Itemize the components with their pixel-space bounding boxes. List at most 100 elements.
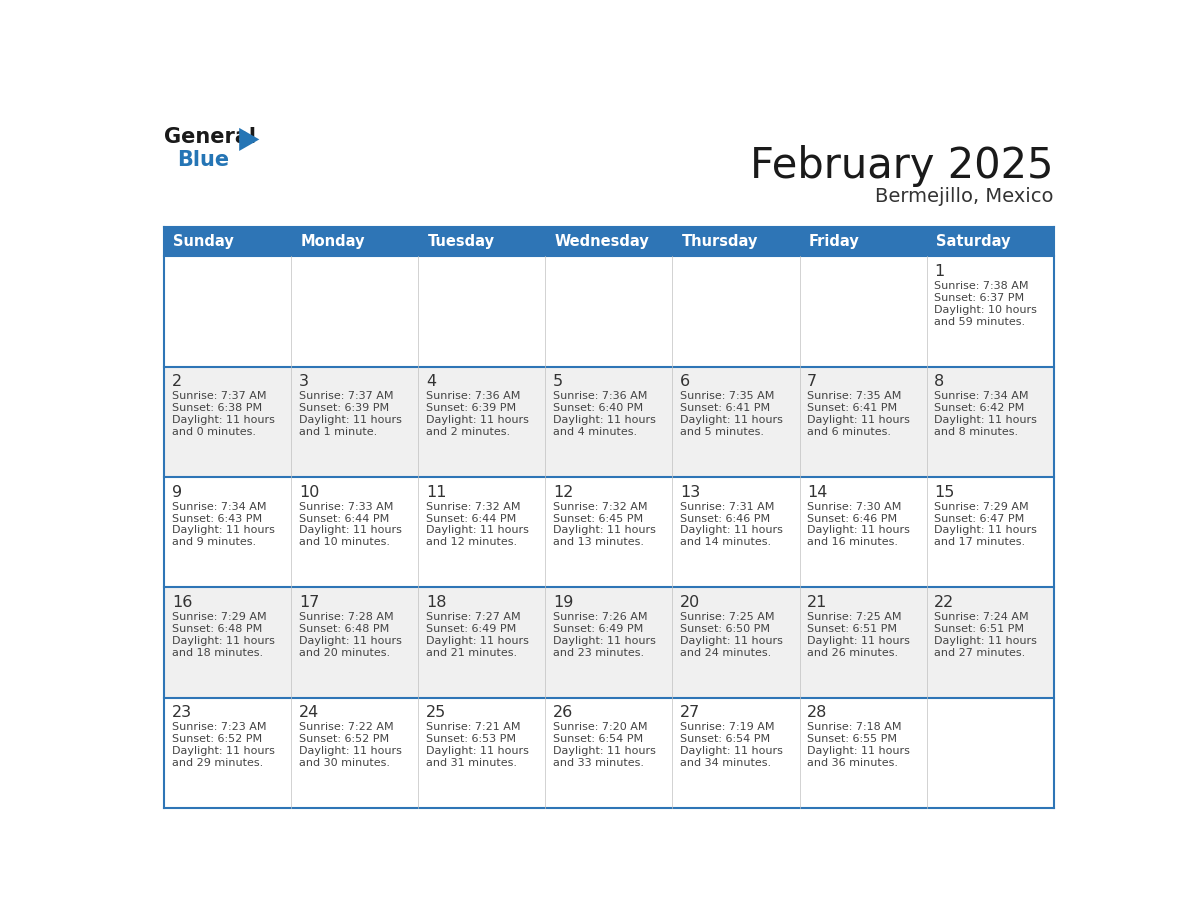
Bar xyxy=(927,366,1054,477)
Text: and 12 minutes.: and 12 minutes. xyxy=(426,537,517,547)
Text: Sunset: 6:46 PM: Sunset: 6:46 PM xyxy=(681,513,770,523)
Text: Daylight: 11 hours: Daylight: 11 hours xyxy=(426,746,529,756)
Text: 21: 21 xyxy=(808,595,828,610)
Text: Sunrise: 7:36 AM: Sunrise: 7:36 AM xyxy=(554,391,647,401)
Bar xyxy=(927,256,1054,366)
Text: Sunset: 6:37 PM: Sunset: 6:37 PM xyxy=(934,293,1024,303)
Bar xyxy=(927,477,1054,588)
Text: 27: 27 xyxy=(681,705,701,721)
Text: Daylight: 11 hours: Daylight: 11 hours xyxy=(299,636,402,645)
Text: and 20 minutes.: and 20 minutes. xyxy=(299,648,390,657)
Text: 20: 20 xyxy=(681,595,701,610)
Text: 13: 13 xyxy=(681,485,701,499)
Text: 28: 28 xyxy=(808,705,828,721)
Bar xyxy=(291,256,418,366)
Text: Daylight: 11 hours: Daylight: 11 hours xyxy=(554,525,656,535)
Text: and 23 minutes.: and 23 minutes. xyxy=(554,648,644,657)
Text: Sunrise: 7:35 AM: Sunrise: 7:35 AM xyxy=(808,391,902,401)
Text: and 26 minutes.: and 26 minutes. xyxy=(808,648,898,657)
Text: 25: 25 xyxy=(426,705,447,721)
Bar xyxy=(545,366,672,477)
Bar xyxy=(291,588,418,698)
Text: Sunrise: 7:18 AM: Sunrise: 7:18 AM xyxy=(808,722,902,733)
Bar xyxy=(418,588,545,698)
Text: Daylight: 11 hours: Daylight: 11 hours xyxy=(554,636,656,645)
Bar xyxy=(672,366,800,477)
Bar xyxy=(545,698,672,808)
Text: Daylight: 11 hours: Daylight: 11 hours xyxy=(808,636,910,645)
Bar xyxy=(418,366,545,477)
Text: and 27 minutes.: and 27 minutes. xyxy=(934,648,1025,657)
Text: Sunrise: 7:32 AM: Sunrise: 7:32 AM xyxy=(554,501,647,511)
Bar xyxy=(800,256,927,366)
Bar xyxy=(418,477,545,588)
Text: and 30 minutes.: and 30 minutes. xyxy=(299,758,390,768)
Text: Sunset: 6:40 PM: Sunset: 6:40 PM xyxy=(554,403,643,413)
Text: Sunset: 6:46 PM: Sunset: 6:46 PM xyxy=(808,513,897,523)
Text: and 6 minutes.: and 6 minutes. xyxy=(808,427,891,437)
Text: Sunset: 6:39 PM: Sunset: 6:39 PM xyxy=(299,403,388,413)
Text: Daylight: 11 hours: Daylight: 11 hours xyxy=(681,746,783,756)
Text: Sunset: 6:41 PM: Sunset: 6:41 PM xyxy=(681,403,770,413)
Text: Daylight: 11 hours: Daylight: 11 hours xyxy=(934,415,1037,425)
Text: and 4 minutes.: and 4 minutes. xyxy=(554,427,637,437)
Text: Sunset: 6:48 PM: Sunset: 6:48 PM xyxy=(172,624,263,633)
Text: Sunset: 6:51 PM: Sunset: 6:51 PM xyxy=(808,624,897,633)
Text: Saturday: Saturday xyxy=(936,234,1011,250)
Text: 17: 17 xyxy=(299,595,320,610)
Text: 15: 15 xyxy=(934,485,955,499)
Text: and 14 minutes.: and 14 minutes. xyxy=(681,537,771,547)
Bar xyxy=(164,588,291,698)
Text: Sunrise: 7:30 AM: Sunrise: 7:30 AM xyxy=(808,501,902,511)
Bar xyxy=(927,588,1054,698)
Bar xyxy=(800,698,927,808)
Text: Sunrise: 7:34 AM: Sunrise: 7:34 AM xyxy=(934,391,1029,401)
Text: Daylight: 11 hours: Daylight: 11 hours xyxy=(299,415,402,425)
Text: and 36 minutes.: and 36 minutes. xyxy=(808,758,898,768)
Text: and 17 minutes.: and 17 minutes. xyxy=(934,537,1025,547)
Text: Sunrise: 7:38 AM: Sunrise: 7:38 AM xyxy=(934,281,1029,291)
Text: and 13 minutes.: and 13 minutes. xyxy=(554,537,644,547)
Text: and 16 minutes.: and 16 minutes. xyxy=(808,537,898,547)
Text: Sunset: 6:39 PM: Sunset: 6:39 PM xyxy=(426,403,516,413)
Text: Daylight: 11 hours: Daylight: 11 hours xyxy=(681,525,783,535)
Text: Daylight: 11 hours: Daylight: 11 hours xyxy=(426,636,529,645)
Text: Sunrise: 7:20 AM: Sunrise: 7:20 AM xyxy=(554,722,647,733)
Text: and 59 minutes.: and 59 minutes. xyxy=(934,317,1025,327)
Text: and 34 minutes.: and 34 minutes. xyxy=(681,758,771,768)
Text: Sunrise: 7:19 AM: Sunrise: 7:19 AM xyxy=(681,722,775,733)
Bar xyxy=(800,477,927,588)
Text: and 24 minutes.: and 24 minutes. xyxy=(681,648,771,657)
Text: Daylight: 11 hours: Daylight: 11 hours xyxy=(808,746,910,756)
Text: 26: 26 xyxy=(554,705,574,721)
Text: Friday: Friday xyxy=(809,234,860,250)
Text: Sunrise: 7:36 AM: Sunrise: 7:36 AM xyxy=(426,391,520,401)
Text: and 10 minutes.: and 10 minutes. xyxy=(299,537,390,547)
Bar xyxy=(800,366,927,477)
Text: Sunrise: 7:27 AM: Sunrise: 7:27 AM xyxy=(426,612,520,621)
Text: Sunrise: 7:26 AM: Sunrise: 7:26 AM xyxy=(554,612,647,621)
Bar xyxy=(164,366,291,477)
Text: Sunday: Sunday xyxy=(173,234,234,250)
Text: Bermejillo, Mexico: Bermejillo, Mexico xyxy=(876,187,1054,207)
Text: 4: 4 xyxy=(426,375,436,389)
Bar xyxy=(164,227,1054,256)
Text: Sunrise: 7:29 AM: Sunrise: 7:29 AM xyxy=(934,501,1029,511)
Bar xyxy=(927,698,1054,808)
Bar xyxy=(672,588,800,698)
Text: Sunset: 6:52 PM: Sunset: 6:52 PM xyxy=(299,734,388,744)
Bar xyxy=(672,477,800,588)
Text: 3: 3 xyxy=(299,375,309,389)
Text: 14: 14 xyxy=(808,485,828,499)
Text: 10: 10 xyxy=(299,485,320,499)
Text: Daylight: 11 hours: Daylight: 11 hours xyxy=(554,746,656,756)
Text: Sunrise: 7:37 AM: Sunrise: 7:37 AM xyxy=(299,391,393,401)
Text: Daylight: 11 hours: Daylight: 11 hours xyxy=(681,636,783,645)
Text: Sunrise: 7:22 AM: Sunrise: 7:22 AM xyxy=(299,722,393,733)
Text: Sunrise: 7:25 AM: Sunrise: 7:25 AM xyxy=(681,612,775,621)
Text: and 18 minutes.: and 18 minutes. xyxy=(172,648,263,657)
Text: and 8 minutes.: and 8 minutes. xyxy=(934,427,1018,437)
Text: Sunset: 6:55 PM: Sunset: 6:55 PM xyxy=(808,734,897,744)
Text: General: General xyxy=(164,127,255,147)
Text: Sunrise: 7:24 AM: Sunrise: 7:24 AM xyxy=(934,612,1029,621)
